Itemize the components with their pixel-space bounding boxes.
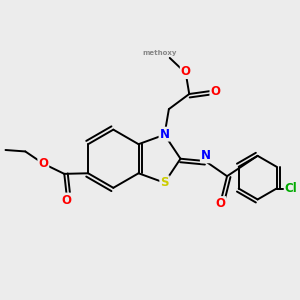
Text: O: O [215, 197, 225, 210]
Text: S: S [160, 176, 169, 189]
Text: O: O [38, 157, 48, 169]
Text: O: O [210, 85, 220, 98]
Text: N: N [160, 128, 170, 141]
Text: O: O [181, 65, 191, 78]
Text: Cl: Cl [285, 182, 297, 195]
Text: methoxy: methoxy [142, 50, 177, 56]
Text: N: N [201, 149, 211, 162]
Text: O: O [61, 194, 72, 206]
